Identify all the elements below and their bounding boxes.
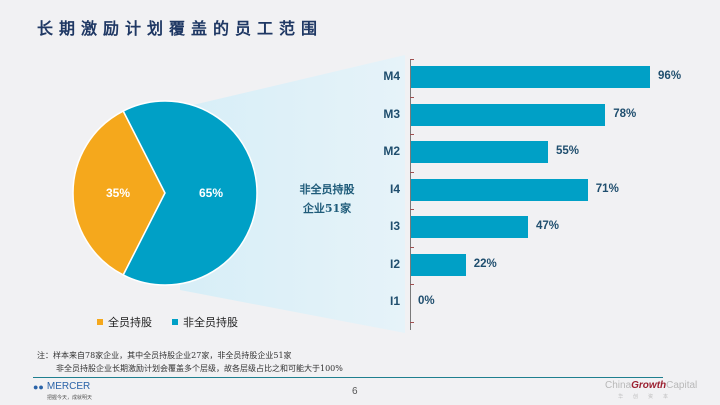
axis-tick <box>410 171 414 173</box>
bar-category-label: I2 <box>389 256 400 271</box>
legend-swatch-orange <box>97 319 103 325</box>
legend-item-full: 全员持股 <box>97 314 152 330</box>
axis-tick <box>410 59 414 60</box>
bar-value-label: 96% <box>658 70 682 82</box>
page-number: 6 <box>352 386 358 397</box>
bar-m4 <box>411 66 651 88</box>
bar-m3 <box>411 103 606 126</box>
axis-tick <box>410 246 414 248</box>
mercer-icon: ●● <box>33 381 44 392</box>
axis-tick <box>410 96 414 98</box>
pie-slice-0 <box>72 110 166 276</box>
cgc-tagline: 华创资本 <box>618 394 679 400</box>
bar-value-label: 0% <box>418 295 435 307</box>
bar-value-label: 71% <box>595 182 619 195</box>
bar-i3 <box>411 216 529 238</box>
cgc-logo: ChinaGrowthCapital <box>605 380 697 391</box>
axis-tick <box>410 321 414 323</box>
cgc-capital: Capital <box>666 380 698 391</box>
bar-axis <box>410 60 411 330</box>
legend-item-partial: 非全员持股 <box>172 314 238 330</box>
bar-category-label: I1 <box>389 294 400 308</box>
cgc-china: China <box>605 380 632 391</box>
axis-tick <box>410 209 414 210</box>
callout-line1: 非全员持股 <box>299 183 355 196</box>
axis-tick <box>410 284 414 285</box>
callout-line2: 企业51家 <box>302 202 352 215</box>
bar-category-label: M3 <box>383 106 400 121</box>
footer-divider <box>33 377 663 378</box>
mercer-wordmark: MERCER <box>46 381 91 392</box>
bar-i2 <box>411 253 466 276</box>
legend-label: 全员持股 <box>108 316 152 329</box>
bar-value-label: 55% <box>555 145 579 157</box>
bar-category-label: M4 <box>383 69 400 83</box>
axis-tick <box>410 134 414 135</box>
mercer-logo: ●● MERCER <box>33 381 90 392</box>
bar-value-label: 78% <box>613 107 637 120</box>
bar-value-label: 47% <box>536 220 560 232</box>
callout-text: 非全员持股 企业51家 <box>282 180 372 218</box>
pie-label-full: 35% <box>106 186 131 200</box>
cgc-growth: Growth <box>631 380 667 391</box>
pie-slice-1 <box>122 100 258 286</box>
legend-swatch-blue <box>172 319 178 325</box>
page-title: 长期激励计划覆盖的员工范围 <box>37 19 324 38</box>
bar-value-label: 22% <box>473 257 497 270</box>
footnote-line2: 非全员持股企业长期激励计划会覆盖多个层级，故各层级占比之和可能大于100% <box>56 364 343 373</box>
legend-label: 非全员持股 <box>183 316 238 329</box>
bar-category-label: M2 <box>383 144 400 158</box>
footnote-line1: 注：样本来自78家企业，其中全员持股企业27家，非全员持股企业51家 <box>37 351 292 360</box>
pie-label-partial: 65% <box>199 186 224 200</box>
bar-category-label: I3 <box>389 219 400 233</box>
bar-i4 <box>411 178 588 201</box>
mercer-tagline: 把握今天，成就明天 <box>47 395 93 401</box>
bar-category-label: I4 <box>389 181 400 196</box>
bar-m2 <box>411 141 548 163</box>
